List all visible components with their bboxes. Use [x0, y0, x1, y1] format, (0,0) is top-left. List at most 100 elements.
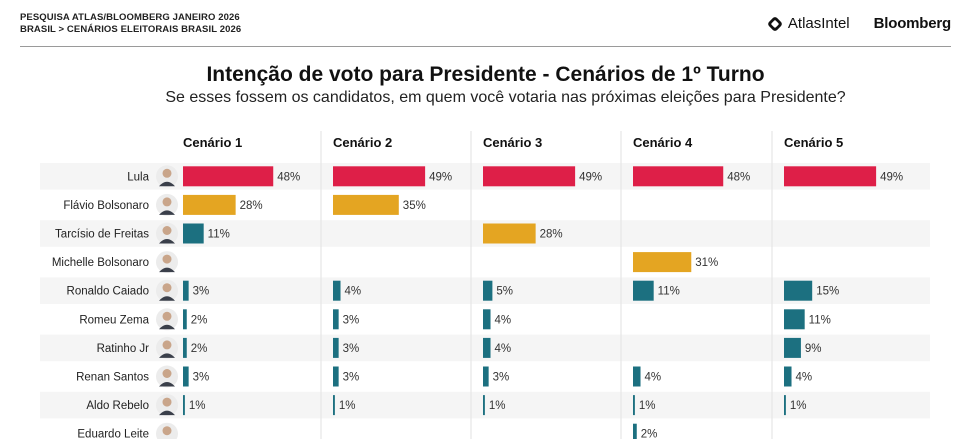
bar — [633, 252, 692, 273]
survey-label: PESQUISA ATLAS/BLOOMBERG JANEIRO 2026 — [20, 12, 240, 23]
bar — [183, 166, 274, 187]
bar — [333, 166, 426, 187]
data-label: 2% — [191, 343, 208, 355]
data-label: 1% — [790, 400, 807, 412]
data-label: 1% — [489, 400, 506, 412]
data-label: 1% — [189, 400, 206, 412]
avatar-body-icon — [159, 410, 175, 416]
scenario-header: Cenário 2 — [333, 135, 392, 150]
candidate-name: Lula — [127, 171, 149, 183]
bar — [183, 280, 189, 301]
breadcrumb: BRASIL > CENÁRIOS ELEITORAIS BRASIL 2026 — [20, 24, 242, 35]
candidate-name: Renan Santos — [76, 372, 149, 384]
data-label: 28% — [540, 229, 563, 241]
logos: AtlasIntel Bloomberg — [767, 15, 951, 32]
bar — [483, 223, 536, 244]
candidate-name: Aldo Rebelo — [86, 400, 149, 412]
avatar-body-icon — [159, 324, 175, 330]
bar — [183, 309, 187, 330]
bar — [633, 366, 641, 387]
chart-title: Intenção de voto para Presidente - Cenár… — [206, 63, 765, 86]
data-label: 1% — [639, 400, 656, 412]
atlasintel-diamond-icon — [768, 16, 782, 31]
data-label: 3% — [343, 372, 360, 384]
data-label: 3% — [343, 343, 360, 355]
bar — [333, 194, 399, 215]
chart-subtitle: Se esses fossem os candidatos, em quem v… — [165, 89, 846, 106]
data-label: 49% — [579, 171, 602, 183]
atlasintel-logo-text: AtlasIntel — [787, 15, 850, 32]
avatar-body-icon — [159, 239, 175, 244]
bar — [784, 337, 801, 358]
bar — [183, 223, 204, 244]
bar — [183, 337, 187, 358]
data-label: 35% — [403, 200, 426, 212]
avatar-body-icon — [159, 296, 175, 301]
avatar-face-icon — [162, 254, 172, 264]
data-label: 3% — [193, 286, 210, 298]
candidate-name: Eduardo Leite — [77, 429, 149, 439]
data-label: 11% — [809, 314, 831, 326]
data-label: 49% — [880, 171, 903, 183]
avatar-face-icon — [162, 168, 172, 178]
bar — [483, 366, 489, 387]
row-background — [40, 391, 930, 419]
data-label: 11% — [208, 229, 230, 241]
data-label: 4% — [495, 343, 512, 355]
bar — [183, 366, 189, 387]
candidate-name: Flávio Bolsonaro — [63, 200, 149, 212]
avatar-body-icon — [159, 210, 175, 215]
bar — [784, 366, 792, 387]
data-label: 3% — [493, 372, 510, 384]
data-label: 4% — [345, 286, 362, 298]
data-label: 5% — [496, 286, 513, 298]
page-header: PESQUISA ATLAS/BLOOMBERG JANEIRO 2026 BR… — [20, 12, 951, 47]
bar — [483, 337, 491, 358]
bar — [483, 280, 493, 301]
bar — [633, 423, 637, 439]
avatar-body-icon — [159, 267, 175, 273]
data-label: 49% — [429, 171, 452, 183]
data-label: 3% — [343, 314, 360, 326]
bar — [784, 309, 805, 330]
bar — [483, 166, 576, 187]
bar — [633, 395, 635, 416]
bar — [633, 280, 654, 301]
bar — [333, 395, 335, 416]
avatar-face-icon — [162, 197, 172, 207]
bar — [333, 280, 341, 301]
scenario-header: Cenário 4 — [633, 135, 693, 150]
avatar-body-icon — [159, 353, 175, 358]
data-label: 31% — [695, 257, 718, 269]
atlasintel-logo: AtlasIntel — [767, 15, 850, 32]
avatar-body-icon — [159, 181, 175, 187]
data-label: 2% — [641, 429, 658, 439]
bar — [784, 280, 813, 301]
bar — [333, 337, 339, 358]
data-label: 11% — [658, 286, 680, 298]
candidate-name: Ronaldo Caiado — [67, 286, 149, 298]
avatar-body-icon — [159, 382, 175, 387]
data-label: 28% — [240, 200, 263, 212]
bar — [784, 166, 877, 187]
avatar-face-icon — [162, 311, 172, 321]
candidate-name: Tarcísio de Freitas — [55, 229, 149, 241]
data-label: 9% — [805, 343, 822, 355]
bloomberg-logo: Bloomberg — [873, 15, 952, 32]
bar — [333, 309, 339, 330]
data-label: 15% — [816, 286, 839, 298]
scenario-header: Cenário 1 — [183, 135, 242, 150]
data-label: 1% — [339, 400, 356, 412]
data-label: 2% — [191, 314, 208, 326]
bar — [183, 395, 185, 416]
candidate-name: Ratinho Jr — [97, 343, 150, 355]
avatar-face-icon — [162, 397, 172, 407]
bar — [784, 395, 786, 416]
scenario-header: Cenário 5 — [784, 135, 843, 150]
data-label: 48% — [277, 171, 300, 183]
candidate-name: Michelle Bolsonaro — [52, 257, 149, 269]
avatar-face-icon — [162, 283, 172, 293]
data-label: 4% — [796, 372, 813, 384]
bar — [483, 309, 491, 330]
avatar-face-icon — [162, 426, 172, 436]
